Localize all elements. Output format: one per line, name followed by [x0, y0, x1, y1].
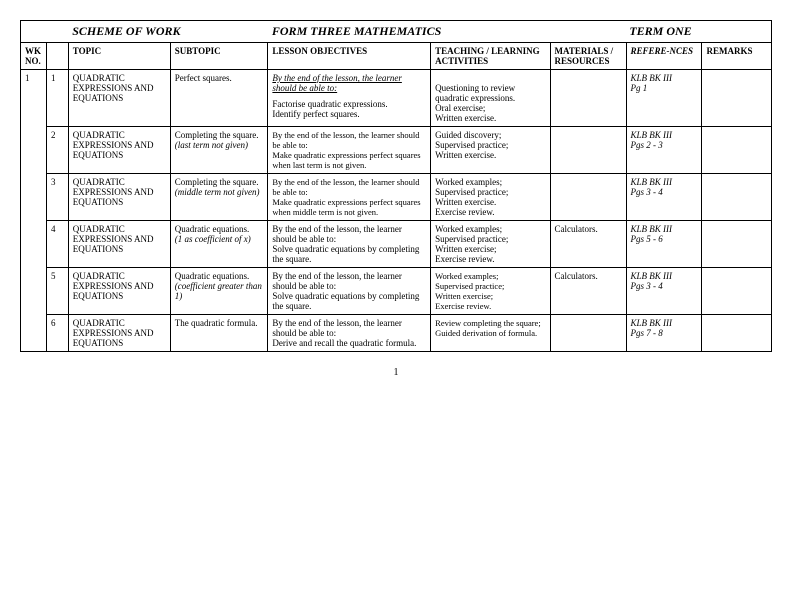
- header-objectives: LESSON OBJECTIVES: [268, 43, 431, 70]
- table-row: 5QUADRATIC EXPRESSIONS AND EQUATIONSQuad…: [21, 268, 772, 315]
- subtopic-cell: Completing the square.(last term not giv…: [170, 127, 268, 174]
- subtopic-cell: Quadratic equations.(1 as coefficient of…: [170, 221, 268, 268]
- subtopic-cell: The quadratic formula.: [170, 315, 268, 352]
- objectives-cell: By the end of the lesson, the learner sh…: [268, 174, 431, 221]
- topic-cell: QUADRATIC EXPRESSIONS AND EQUATIONS: [68, 70, 170, 127]
- header-row: WK NO. TOPIC SUBTOPIC LESSON OBJECTIVES …: [21, 43, 772, 70]
- topic-cell: QUADRATIC EXPRESSIONS AND EQUATIONS: [68, 315, 170, 352]
- remarks-cell: [702, 127, 772, 174]
- header-subtopic: SUBTOPIC: [170, 43, 268, 70]
- subtopic-cell: Completing the square.(middle term not g…: [170, 174, 268, 221]
- references-cell: KLB BK IIIPgs 7 - 8: [626, 315, 702, 352]
- lesson-cell: 6: [47, 315, 69, 352]
- title-term: TERM ONE: [629, 24, 691, 39]
- subtopic-cell: Perfect squares.: [170, 70, 268, 127]
- header-materials: MATERIALS / RESOURCES: [550, 43, 626, 70]
- references-cell: KLB BK IIIPgs 5 - 6: [626, 221, 702, 268]
- topic-cell: QUADRATIC EXPRESSIONS AND EQUATIONS: [68, 174, 170, 221]
- lesson-cell: 5: [47, 268, 69, 315]
- references-cell: KLB BK IIIPgs 2 - 3: [626, 127, 702, 174]
- objectives-cell: By the end of the lesson, the learner sh…: [268, 221, 431, 268]
- objectives-cell: By the end of the lesson, the learner sh…: [268, 70, 431, 127]
- remarks-cell: [702, 174, 772, 221]
- activities-cell: Worked examples;Supervised practice;Writ…: [431, 221, 550, 268]
- activities-cell: Questioning to review quadratic expressi…: [431, 70, 550, 127]
- materials-cell: [550, 315, 626, 352]
- subtopic-cell: Quadratic equations.(coefficient greater…: [170, 268, 268, 315]
- page-number: 1: [20, 367, 772, 378]
- table-row: 2QUADRATIC EXPRESSIONS AND EQUATIONSComp…: [21, 127, 772, 174]
- table-row: 11QUADRATIC EXPRESSIONS AND EQUATIONSPer…: [21, 70, 772, 127]
- scheme-table: SCHEME OF WORK FORM THREE MATHEMATICS TE…: [20, 20, 772, 352]
- header-topic: TOPIC: [68, 43, 170, 70]
- objectives-cell: By the end of the lesson, the learner sh…: [268, 127, 431, 174]
- header-remarks: REMARKS: [702, 43, 772, 70]
- remarks-cell: [702, 221, 772, 268]
- materials-cell: [550, 174, 626, 221]
- week-cell: 1: [21, 70, 47, 352]
- title-form: FORM THREE MATHEMATICS: [272, 24, 441, 39]
- remarks-cell: [702, 315, 772, 352]
- lesson-cell: 2: [47, 127, 69, 174]
- header-references: REFERE-NCES: [626, 43, 702, 70]
- lesson-cell: 1: [47, 70, 69, 127]
- table-row: 4QUADRATIC EXPRESSIONS AND EQUATIONSQuad…: [21, 221, 772, 268]
- topic-cell: QUADRATIC EXPRESSIONS AND EQUATIONS: [68, 221, 170, 268]
- header-activities: TEACHING / LEARNING ACTIVITIES: [431, 43, 550, 70]
- remarks-cell: [702, 70, 772, 127]
- topic-cell: QUADRATIC EXPRESSIONS AND EQUATIONS: [68, 268, 170, 315]
- header-lesson: [47, 43, 69, 70]
- table-row: 6QUADRATIC EXPRESSIONS AND EQUATIONSThe …: [21, 315, 772, 352]
- references-cell: KLB BK IIIPg 1: [626, 70, 702, 127]
- title-row: SCHEME OF WORK FORM THREE MATHEMATICS TE…: [21, 21, 772, 43]
- materials-cell: [550, 70, 626, 127]
- lesson-cell: 4: [47, 221, 69, 268]
- references-cell: KLB BK IIIPgs 3 - 4: [626, 268, 702, 315]
- activities-cell: Worked examples;Supervised practice;Writ…: [431, 174, 550, 221]
- activities-cell: Worked examples;Supervised practice;Writ…: [431, 268, 550, 315]
- materials-cell: Calculators.: [550, 268, 626, 315]
- materials-cell: [550, 127, 626, 174]
- lesson-cell: 3: [47, 174, 69, 221]
- remarks-cell: [702, 268, 772, 315]
- activities-cell: Review completing the square;Guided deri…: [431, 315, 550, 352]
- activities-cell: Guided discovery;Supervised practice;Wri…: [431, 127, 550, 174]
- header-wk: WK NO.: [21, 43, 47, 70]
- objectives-cell: By the end of the lesson, the learner sh…: [268, 315, 431, 352]
- materials-cell: Calculators.: [550, 221, 626, 268]
- title-scheme: SCHEME OF WORK: [72, 24, 180, 39]
- topic-cell: QUADRATIC EXPRESSIONS AND EQUATIONS: [68, 127, 170, 174]
- objectives-cell: By the end of the lesson, the learner sh…: [268, 268, 431, 315]
- table-row: 3QUADRATIC EXPRESSIONS AND EQUATIONSComp…: [21, 174, 772, 221]
- references-cell: KLB BK IIIPgs 3 - 4: [626, 174, 702, 221]
